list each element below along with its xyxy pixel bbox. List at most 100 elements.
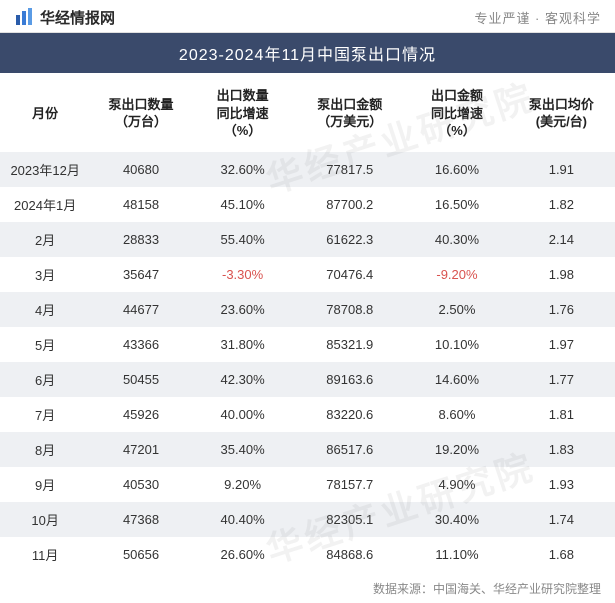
table-row: 9月405309.20%78157.74.90%1.93 bbox=[0, 467, 615, 502]
cell-month: 8月 bbox=[0, 432, 90, 467]
cell-month: 3月 bbox=[0, 257, 90, 292]
cell-month: 10月 bbox=[0, 502, 90, 537]
cell-qty: 50656 bbox=[90, 537, 192, 572]
cell-qty_yoy: 23.60% bbox=[192, 292, 294, 327]
cell-qty_yoy: 26.60% bbox=[192, 537, 294, 572]
cell-month: 6月 bbox=[0, 362, 90, 397]
cell-value_yoy: 30.40% bbox=[406, 502, 508, 537]
table-row: 2月2883355.40%61622.340.30%2.14 bbox=[0, 222, 615, 257]
cell-value: 86517.6 bbox=[293, 432, 406, 467]
cell-month: 4月 bbox=[0, 292, 90, 327]
cell-qty: 47201 bbox=[90, 432, 192, 467]
cell-unit_price: 1.97 bbox=[508, 327, 615, 362]
cell-qty_yoy: 35.40% bbox=[192, 432, 294, 467]
cell-month: 2月 bbox=[0, 222, 90, 257]
page-title: 2023-2024年11月中国泵出口情况 bbox=[0, 33, 615, 73]
cell-value: 84868.6 bbox=[293, 537, 406, 572]
cell-value_yoy: 16.60% bbox=[406, 152, 508, 187]
table-row: 2023年12月4068032.60%77817.516.60%1.91 bbox=[0, 152, 615, 187]
cell-month: 9月 bbox=[0, 467, 90, 502]
cell-unit_price: 1.81 bbox=[508, 397, 615, 432]
table-row: 8月4720135.40%86517.619.20%1.83 bbox=[0, 432, 615, 467]
cell-month: 2023年12月 bbox=[0, 152, 90, 187]
table-row: 4月4467723.60%78708.82.50%1.76 bbox=[0, 292, 615, 327]
cell-qty_yoy: 45.10% bbox=[192, 187, 294, 222]
cell-value_yoy: 2.50% bbox=[406, 292, 508, 327]
cell-qty: 44677 bbox=[90, 292, 192, 327]
cell-qty: 43366 bbox=[90, 327, 192, 362]
col-header-value-yoy: 出口金额同比增速（%） bbox=[406, 73, 508, 152]
cell-value: 77817.5 bbox=[293, 152, 406, 187]
data-source: 数据来源：中国海关、华经产业研究院整理 bbox=[0, 572, 615, 603]
cell-value: 61622.3 bbox=[293, 222, 406, 257]
cell-value_yoy: 19.20% bbox=[406, 432, 508, 467]
col-header-month: 月份 bbox=[0, 73, 90, 152]
cell-unit_price: 1.91 bbox=[508, 152, 615, 187]
brand-name: 华经情报网 bbox=[40, 7, 115, 28]
cell-qty: 40530 bbox=[90, 467, 192, 502]
cell-month: 5月 bbox=[0, 327, 90, 362]
cell-qty: 35647 bbox=[90, 257, 192, 292]
cell-value_yoy: 4.90% bbox=[406, 467, 508, 502]
data-table-wrap: 月份 泵出口数量（万台） 出口数量同比增速（%） 泵出口金额（万美元） 出口金额… bbox=[0, 73, 615, 572]
cell-value_yoy: 16.50% bbox=[406, 187, 508, 222]
table-row: 3月35647-3.30%70476.4-9.20%1.98 bbox=[0, 257, 615, 292]
cell-value: 87700.2 bbox=[293, 187, 406, 222]
cell-qty: 40680 bbox=[90, 152, 192, 187]
cell-value: 83220.6 bbox=[293, 397, 406, 432]
cell-value: 78708.8 bbox=[293, 292, 406, 327]
cell-qty_yoy: -3.30% bbox=[192, 257, 294, 292]
table-row: 11月5065626.60%84868.611.10%1.68 bbox=[0, 537, 615, 572]
cell-value: 89163.6 bbox=[293, 362, 406, 397]
table-header-row: 月份 泵出口数量（万台） 出口数量同比增速（%） 泵出口金额（万美元） 出口金额… bbox=[0, 73, 615, 152]
data-table: 月份 泵出口数量（万台） 出口数量同比增速（%） 泵出口金额（万美元） 出口金额… bbox=[0, 73, 615, 572]
cell-value_yoy: 40.30% bbox=[406, 222, 508, 257]
cell-qty_yoy: 42.30% bbox=[192, 362, 294, 397]
cell-value: 82305.1 bbox=[293, 502, 406, 537]
cell-qty_yoy: 40.40% bbox=[192, 502, 294, 537]
cell-month: 2024年1月 bbox=[0, 187, 90, 222]
cell-unit_price: 1.68 bbox=[508, 537, 615, 572]
table-row: 7月4592640.00%83220.68.60%1.81 bbox=[0, 397, 615, 432]
cell-qty_yoy: 40.00% bbox=[192, 397, 294, 432]
cell-value: 78157.7 bbox=[293, 467, 406, 502]
cell-unit_price: 1.77 bbox=[508, 362, 615, 397]
table-row: 2024年1月4815845.10%87700.216.50%1.82 bbox=[0, 187, 615, 222]
table-row: 6月5045542.30%89163.614.60%1.77 bbox=[0, 362, 615, 397]
cell-unit_price: 1.93 bbox=[508, 467, 615, 502]
table-body: 2023年12月4068032.60%77817.516.60%1.912024… bbox=[0, 152, 615, 572]
logo-icon bbox=[14, 7, 34, 27]
cell-month: 7月 bbox=[0, 397, 90, 432]
cell-qty_yoy: 55.40% bbox=[192, 222, 294, 257]
cell-unit_price: 1.74 bbox=[508, 502, 615, 537]
cell-value_yoy: 8.60% bbox=[406, 397, 508, 432]
cell-qty_yoy: 9.20% bbox=[192, 467, 294, 502]
cell-value_yoy: 11.10% bbox=[406, 537, 508, 572]
cell-unit_price: 1.82 bbox=[508, 187, 615, 222]
logo-block: 华经情报网 bbox=[14, 7, 115, 28]
cell-qty: 45926 bbox=[90, 397, 192, 432]
tagline: 专业严谨 · 客观科学 bbox=[474, 8, 601, 27]
table-row: 10月4736840.40%82305.130.40%1.74 bbox=[0, 502, 615, 537]
cell-value: 70476.4 bbox=[293, 257, 406, 292]
col-header-qty: 泵出口数量（万台） bbox=[90, 73, 192, 152]
cell-qty: 47368 bbox=[90, 502, 192, 537]
cell-unit_price: 1.98 bbox=[508, 257, 615, 292]
cell-value_yoy: 10.10% bbox=[406, 327, 508, 362]
cell-qty: 50455 bbox=[90, 362, 192, 397]
cell-unit_price: 1.76 bbox=[508, 292, 615, 327]
table-row: 5月4336631.80%85321.910.10%1.97 bbox=[0, 327, 615, 362]
cell-qty_yoy: 32.60% bbox=[192, 152, 294, 187]
col-header-value: 泵出口金额（万美元） bbox=[293, 73, 406, 152]
cell-value_yoy: 14.60% bbox=[406, 362, 508, 397]
cell-month: 11月 bbox=[0, 537, 90, 572]
cell-qty: 28833 bbox=[90, 222, 192, 257]
col-header-qty-yoy: 出口数量同比增速（%） bbox=[192, 73, 294, 152]
col-header-unit-price: 泵出口均价(美元/台) bbox=[508, 73, 615, 152]
cell-qty_yoy: 31.80% bbox=[192, 327, 294, 362]
page-header: 华经情报网 专业严谨 · 客观科学 bbox=[0, 0, 615, 32]
cell-qty: 48158 bbox=[90, 187, 192, 222]
cell-value: 85321.9 bbox=[293, 327, 406, 362]
cell-value_yoy: -9.20% bbox=[406, 257, 508, 292]
cell-unit_price: 1.83 bbox=[508, 432, 615, 467]
